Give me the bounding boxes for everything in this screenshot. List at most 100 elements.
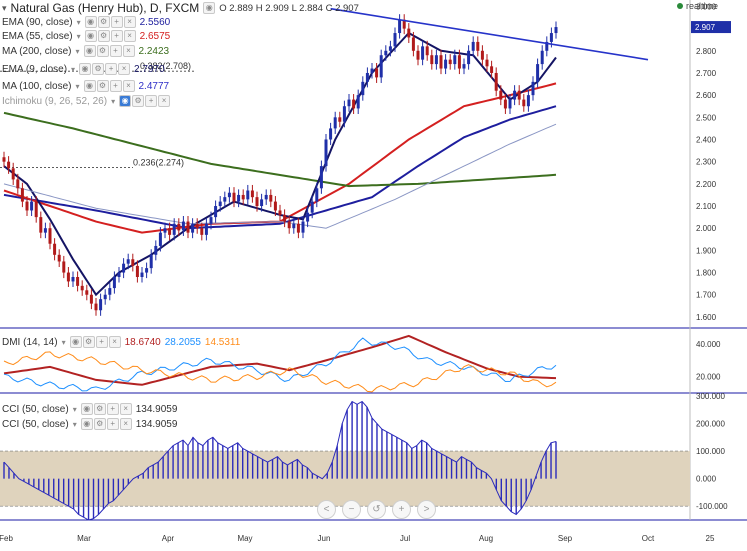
scroll-right-button[interactable]: >	[417, 500, 436, 519]
cci-y-tick: 100.000	[696, 447, 725, 456]
legend-controls[interactable]: ◉ ⚙ + ×	[80, 403, 132, 415]
legend-label: Ichimoku (9, 26, 52, 26)	[2, 95, 108, 107]
add-icon[interactable]: +	[145, 95, 158, 107]
zoom-in-button[interactable]: +	[392, 500, 411, 519]
legend-label: DMI (14, 14)	[2, 336, 58, 348]
zoom-out-button[interactable]: −	[342, 500, 361, 519]
dropdown-icon[interactable]: ▾	[61, 337, 66, 347]
close-icon[interactable]: ×	[123, 30, 136, 42]
add-icon[interactable]: +	[109, 45, 122, 57]
candle-body	[513, 90, 517, 100]
dmi-value-3: 14.5311	[204, 336, 241, 348]
candle-body	[430, 55, 434, 65]
settings-icon[interactable]: ⚙	[93, 418, 106, 430]
candle-body	[163, 228, 167, 233]
legend-controls[interactable]: ◉ ⚙ + ×	[119, 95, 171, 107]
add-icon[interactable]: +	[106, 403, 119, 415]
legend-controls[interactable]: ◉ ⚙ + ×	[84, 30, 136, 42]
candle-body	[145, 268, 149, 273]
dropdown-icon[interactable]: ▾	[75, 81, 80, 91]
legend-controls[interactable]: ◉ ⚙ + ×	[83, 45, 135, 57]
close-icon[interactable]: ×	[123, 16, 136, 28]
y-tick-label: 1.900	[696, 246, 717, 255]
settings-icon[interactable]: ⚙	[132, 95, 145, 107]
candle-body	[554, 27, 558, 34]
legend-ema-55[interactable]: EMA (55, close) ▾ ◉ ⚙ + × 2.6575	[2, 29, 170, 43]
reset-button[interactable]: ↺	[367, 500, 386, 519]
add-icon[interactable]: +	[105, 63, 118, 75]
eye-icon[interactable]: ◉	[83, 80, 96, 92]
candle-body	[306, 212, 310, 222]
candle-body	[168, 228, 172, 235]
candle-body	[16, 179, 20, 189]
dropdown-icon[interactable]: ▾	[111, 96, 116, 106]
dropdown-icon[interactable]: ▾	[72, 404, 77, 414]
dropdown-icon[interactable]: ▾	[76, 17, 81, 27]
symbol-title: Natural Gas (Henry Hub), D, FXCM	[10, 1, 200, 15]
settings-icon[interactable]: ⚙	[96, 45, 109, 57]
close-icon[interactable]: ×	[119, 403, 132, 415]
header-controls[interactable]: ◉	[203, 2, 216, 14]
legend-ema-90[interactable]: EMA (90, close) ▾ ◉ ⚙ + × 2.5560	[2, 15, 170, 29]
legend-cci-2[interactable]: CCI (50, close) ▾ ◉ ⚙ + × 134.9059	[2, 417, 177, 431]
add-icon[interactable]: +	[95, 336, 108, 348]
close-icon[interactable]: ×	[108, 336, 121, 348]
x-tick-label: Sep	[558, 534, 573, 543]
fib-level-label: 0.236(2.274)	[133, 157, 184, 167]
legend-dmi[interactable]: DMI (14, 14) ▾ ◉ ⚙ + × 18.6740 28.2055 14.5…	[2, 335, 240, 349]
candle-body	[260, 199, 264, 207]
legend-cci-1[interactable]: CCI (50, close) ▾ ◉ ⚙ + × 134.9059	[2, 402, 177, 416]
eye-icon[interactable]: ◉	[84, 30, 97, 42]
settings-icon[interactable]: ⚙	[92, 63, 105, 75]
eye-icon[interactable]: ◉	[203, 2, 216, 14]
close-icon[interactable]: ×	[158, 95, 171, 107]
collapse-arrow-icon[interactable]: ▾	[2, 2, 7, 13]
series-line	[3, 123, 557, 229]
candle-body	[333, 117, 337, 129]
candle-body	[209, 217, 213, 224]
settings-icon[interactable]: ⚙	[96, 80, 109, 92]
legend-controls[interactable]: ◉ ⚙ + ×	[69, 336, 121, 348]
legend-ema-9[interactable]: EMA (9, close) ▾ ◉ ⚙ + × 2.7970	[2, 62, 165, 76]
dropdown-icon[interactable]: ▾	[71, 64, 76, 74]
close-icon[interactable]: ×	[122, 45, 135, 57]
candle-body	[402, 19, 406, 29]
dmi-y-tick: 20.000	[696, 373, 721, 382]
add-icon[interactable]: +	[110, 16, 123, 28]
scroll-left-button[interactable]: <	[317, 500, 336, 519]
add-icon[interactable]: +	[106, 418, 119, 430]
dropdown-icon[interactable]: ▾	[72, 419, 77, 429]
eye-icon[interactable]: ◉	[69, 336, 82, 348]
legend-controls[interactable]: ◉ ⚙ + ×	[84, 16, 136, 28]
settings-icon[interactable]: ⚙	[93, 403, 106, 415]
close-icon[interactable]: ×	[118, 63, 131, 75]
legend-ma-100[interactable]: MA (100, close) ▾ ◉ ⚙ + × 2.4777	[2, 79, 169, 93]
close-icon[interactable]: ×	[122, 80, 135, 92]
eye-icon[interactable]: ◉	[84, 16, 97, 28]
legend-controls[interactable]: ◉ ⚙ + ×	[83, 80, 135, 92]
eye-icon[interactable]: ◉	[80, 418, 93, 430]
legend-controls[interactable]: ◉ ⚙ + ×	[79, 63, 131, 75]
settings-icon[interactable]: ⚙	[82, 336, 95, 348]
add-icon[interactable]: +	[109, 80, 122, 92]
candle-body	[508, 99, 512, 109]
close-icon[interactable]: ×	[119, 418, 132, 430]
y-tick-label: 1.600	[696, 313, 717, 322]
y-tick-label: 2.600	[696, 91, 717, 100]
settings-icon[interactable]: ⚙	[97, 16, 110, 28]
legend-ma-200[interactable]: MA (200, close) ▾ ◉ ⚙ + × 2.2423	[2, 44, 169, 58]
dropdown-icon[interactable]: ▾	[76, 31, 81, 41]
candle-body	[140, 272, 144, 277]
x-tick-label: 25	[706, 534, 715, 543]
eye-icon[interactable]: ◉	[119, 95, 132, 107]
eye-icon[interactable]: ◉	[79, 63, 92, 75]
eye-icon[interactable]: ◉	[80, 403, 93, 415]
y-tick-label: 2.700	[696, 69, 717, 78]
settings-icon[interactable]: ⚙	[97, 30, 110, 42]
eye-icon[interactable]: ◉	[83, 45, 96, 57]
candle-body	[393, 33, 397, 47]
dropdown-icon[interactable]: ▾	[75, 46, 80, 56]
legend-ichimoku[interactable]: Ichimoku (9, 26, 52, 26) ▾ ◉ ⚙ + ×	[2, 94, 171, 108]
legend-controls[interactable]: ◉ ⚙ + ×	[80, 418, 132, 430]
add-icon[interactable]: +	[110, 30, 123, 42]
